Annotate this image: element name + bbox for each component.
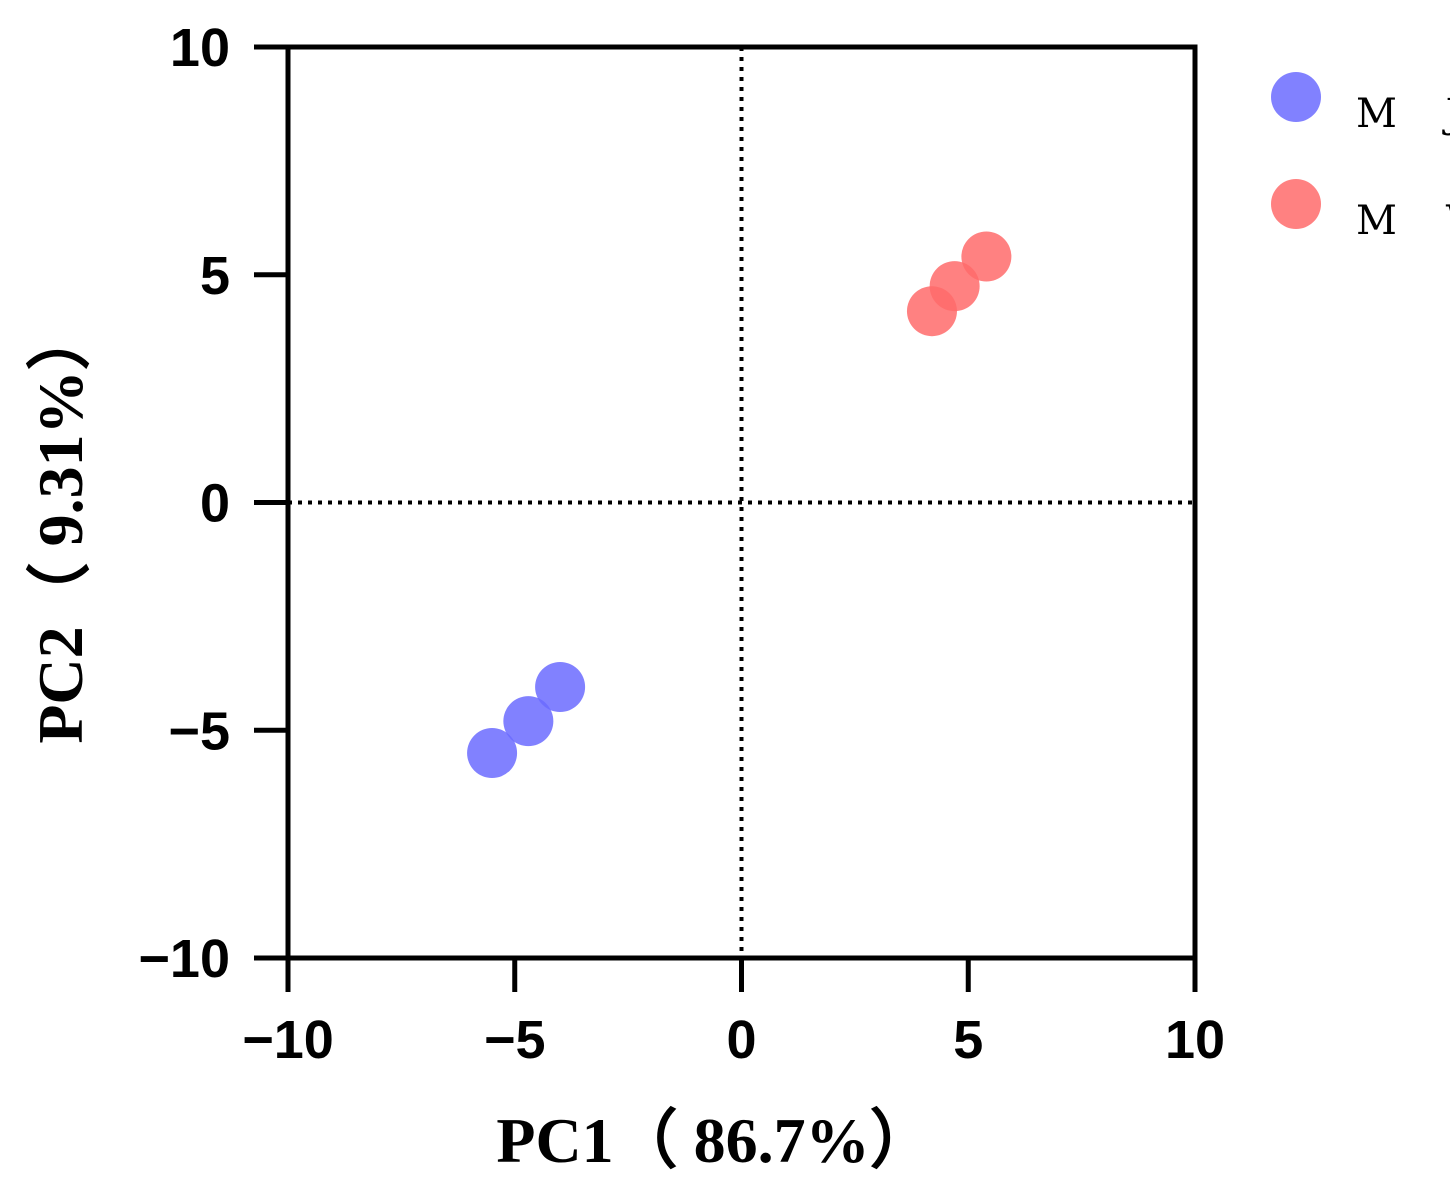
y-tick-label: 0 xyxy=(200,474,230,534)
data-points xyxy=(467,231,1012,779)
legend-marker-1 xyxy=(1271,72,1321,122)
x-tick-label: 10 xyxy=(1165,1010,1225,1070)
legend-marker-2 xyxy=(1271,179,1321,229)
reference-lines xyxy=(288,47,1195,958)
x-axis-title: PC1（ 86.7%） xyxy=(496,1105,933,1176)
point-mj-2 xyxy=(503,696,554,747)
x-tick-label: 5 xyxy=(953,1010,983,1070)
legend-label-1: M J xyxy=(1356,91,1450,137)
legend-label-2: M W xyxy=(1356,198,1450,244)
x-tick-label: −5 xyxy=(484,1010,546,1070)
point-mw-3 xyxy=(961,231,1012,282)
point-mw-2 xyxy=(929,261,980,312)
y-axis-title: PC2（ 9.31%） xyxy=(25,306,96,743)
point-mj-3 xyxy=(535,661,586,712)
point-mj-1 xyxy=(467,728,518,779)
y-tick-label: 10 xyxy=(170,18,230,78)
legend: M J M W xyxy=(1271,72,1450,244)
x-tick-label: 0 xyxy=(726,1010,756,1070)
x-axis: −10 −5 0 5 10 xyxy=(242,958,1225,1070)
y-tick-label: −10 xyxy=(138,929,230,989)
y-tick-label: −5 xyxy=(168,701,230,761)
y-axis: −10 −5 0 5 10 xyxy=(138,18,288,989)
x-tick-label: −10 xyxy=(242,1010,334,1070)
y-tick-label: 5 xyxy=(200,246,230,306)
